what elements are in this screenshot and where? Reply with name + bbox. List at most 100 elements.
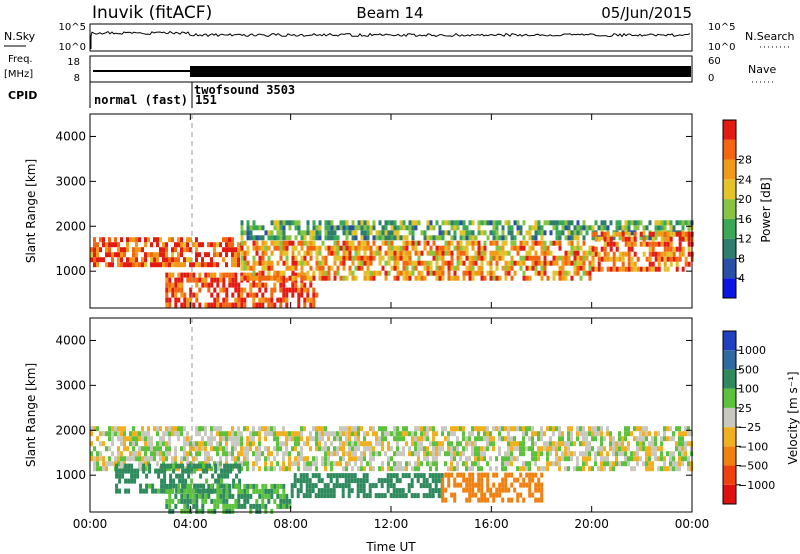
heatmap-cell bbox=[564, 451, 567, 457]
heatmap-cell bbox=[210, 436, 213, 442]
heatmap-cell bbox=[495, 255, 499, 261]
heatmap-cell bbox=[198, 431, 201, 437]
heatmap-cell bbox=[228, 247, 231, 253]
heatmap-cell bbox=[237, 488, 241, 494]
heatmap-cell bbox=[486, 477, 490, 483]
heatmap-cell bbox=[486, 461, 489, 467]
heatmap-cell bbox=[264, 240, 268, 246]
heatmap-cell bbox=[258, 260, 262, 266]
heatmap-cell bbox=[234, 503, 238, 509]
heatmap-cell bbox=[186, 272, 190, 278]
heatmap-cell bbox=[210, 257, 213, 263]
heatmap-cell bbox=[96, 461, 99, 467]
heatmap-cell bbox=[600, 426, 603, 432]
heatmap-cell bbox=[90, 431, 93, 437]
heatmap-cell bbox=[311, 488, 315, 494]
heatmap-cell bbox=[156, 257, 159, 263]
heatmap-cell bbox=[321, 240, 325, 246]
heatmap-cell bbox=[198, 451, 201, 457]
heatmap-cell bbox=[435, 235, 439, 241]
heatmap-cell bbox=[447, 446, 450, 452]
heatmap-cell bbox=[165, 466, 168, 472]
heatmap-cell bbox=[597, 251, 601, 257]
heatmap-cell bbox=[270, 431, 273, 437]
heatmap-cell bbox=[306, 456, 309, 462]
heatmap-cell bbox=[317, 488, 321, 494]
heatmap-cell bbox=[369, 245, 373, 251]
heatmap-cell bbox=[405, 431, 408, 437]
heatmap-cell bbox=[528, 477, 532, 483]
heatmap-cell bbox=[357, 250, 361, 256]
heatmap-cell bbox=[450, 492, 454, 498]
heatmap-cell bbox=[240, 230, 244, 236]
heatmap-cell bbox=[165, 446, 168, 452]
heatmap-cell bbox=[666, 436, 669, 442]
heatmap-cell bbox=[434, 478, 438, 484]
heatmap-cell bbox=[558, 426, 561, 432]
heatmap-cell bbox=[144, 456, 147, 462]
beam-title: Beam 14 bbox=[356, 4, 423, 22]
heatmap-cell bbox=[115, 463, 119, 469]
heatmap-cell bbox=[216, 488, 220, 494]
heatmap-cell bbox=[249, 431, 252, 437]
heatmap-cell bbox=[282, 466, 285, 472]
heatmap-cell bbox=[435, 461, 438, 467]
heatmap-cell bbox=[219, 431, 222, 437]
heatmap-cell bbox=[96, 242, 99, 248]
heatmap-cell bbox=[510, 446, 513, 452]
heatmap-cell bbox=[546, 275, 550, 281]
heatmap-cell bbox=[522, 431, 525, 437]
heatmap-cell bbox=[492, 497, 496, 503]
heatmap-cell bbox=[306, 230, 310, 236]
heatmap-cell bbox=[303, 272, 307, 278]
heatmap-cell bbox=[156, 431, 159, 437]
heatmap-cell bbox=[318, 235, 322, 241]
heatmap-cell bbox=[366, 240, 370, 246]
heatmap-cell bbox=[543, 255, 547, 261]
heatmap-cell bbox=[474, 255, 478, 261]
heatmap-cell bbox=[342, 275, 346, 281]
heatmap-cell bbox=[401, 488, 405, 494]
heatmap-cell bbox=[153, 252, 156, 258]
heatmap-cell bbox=[165, 426, 168, 432]
heatmap-cell bbox=[441, 482, 445, 488]
heatmap-cell bbox=[177, 488, 181, 494]
heatmap-cell bbox=[165, 503, 169, 509]
heatmap-cell bbox=[162, 436, 165, 442]
heatmap-cell bbox=[186, 247, 189, 253]
heatmap-cell bbox=[654, 230, 658, 236]
heatmap-cell bbox=[378, 250, 382, 256]
x-tick-label: 00:00 bbox=[675, 517, 710, 531]
heatmap-cell bbox=[687, 456, 690, 462]
heatmap-cell bbox=[609, 461, 612, 467]
heatmap-cell bbox=[681, 431, 684, 437]
heatmap-cell bbox=[441, 426, 444, 432]
heatmap-cell bbox=[410, 493, 414, 499]
heatmap-cell bbox=[585, 436, 588, 442]
heatmap-cell bbox=[210, 488, 214, 494]
heatmap-cell bbox=[162, 242, 165, 248]
heatmap-cell bbox=[615, 220, 619, 226]
heatmap-cell bbox=[525, 275, 529, 281]
heatmap-cell bbox=[159, 441, 162, 447]
heatmap-cell bbox=[387, 446, 390, 452]
heatmap-cell bbox=[348, 240, 352, 246]
heatmap-cell bbox=[285, 265, 289, 271]
heatmap-cell bbox=[468, 220, 472, 226]
heatmap-cell bbox=[594, 461, 597, 467]
heatmap-cell bbox=[438, 451, 441, 457]
heatmap-cell bbox=[336, 461, 339, 467]
heatmap-cell bbox=[261, 225, 265, 231]
heatmap-cell bbox=[102, 257, 105, 263]
heatmap-cell bbox=[90, 257, 93, 263]
heatmap-cell bbox=[624, 451, 627, 457]
heatmap-cell bbox=[172, 463, 176, 469]
heatmap-cell bbox=[621, 231, 625, 237]
heatmap-cell bbox=[681, 236, 685, 242]
heatmap-cell bbox=[339, 441, 342, 447]
heatmap-cell bbox=[525, 461, 528, 467]
heatmap-cell bbox=[141, 446, 144, 452]
heatmap-cell bbox=[320, 493, 324, 499]
heatmap-cell bbox=[285, 250, 289, 256]
